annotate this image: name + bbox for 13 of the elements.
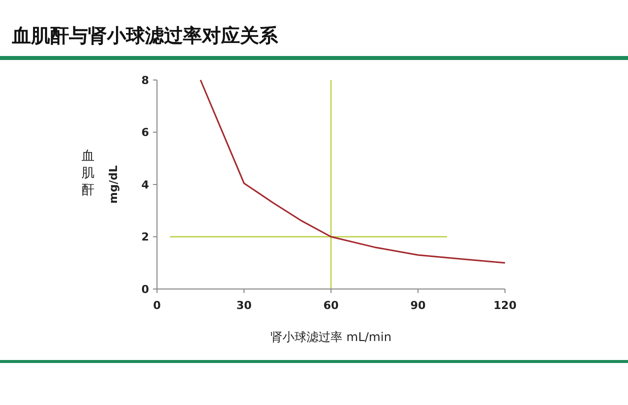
y-tick-label: 8 [141,74,149,87]
x-tick-label: 0 [153,299,162,312]
x-tick-label: 120 [494,299,517,312]
y-tick-label: 6 [141,126,150,140]
chart-title: 血肌酐与肾小球滤过率对应关系 [11,25,279,47]
y-tick-label: 4 [141,178,150,192]
y-tick-label: 0 [141,282,150,296]
x-axis-title: 肾小球滤过率 mL/min [270,330,392,344]
x-tick-label: 90 [410,299,426,312]
x-tick-label: 30 [236,299,252,312]
line-series [200,79,506,264]
y-tick-label: 2 [141,230,149,244]
x-tick-label: 60 [323,299,339,312]
